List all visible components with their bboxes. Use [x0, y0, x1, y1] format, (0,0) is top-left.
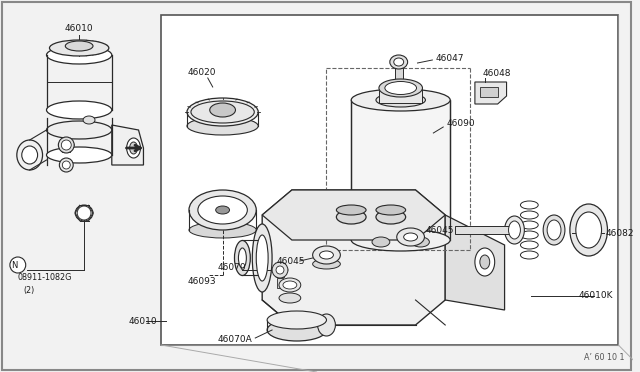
Ellipse shape [385, 81, 417, 94]
Polygon shape [262, 190, 445, 240]
Bar [161, 15, 618, 345]
Ellipse shape [313, 246, 340, 264]
Ellipse shape [376, 210, 406, 224]
Ellipse shape [83, 116, 95, 124]
Polygon shape [445, 215, 504, 310]
Ellipse shape [317, 314, 335, 336]
Text: 46093: 46093 [188, 278, 216, 286]
Ellipse shape [279, 278, 301, 292]
Ellipse shape [65, 41, 93, 51]
Ellipse shape [283, 281, 297, 289]
Ellipse shape [47, 101, 112, 119]
Ellipse shape [576, 212, 602, 248]
Text: 46048: 46048 [483, 68, 511, 77]
Circle shape [276, 266, 284, 274]
Ellipse shape [351, 229, 450, 251]
Text: 46047: 46047 [435, 54, 464, 62]
Ellipse shape [570, 204, 607, 256]
Ellipse shape [216, 206, 230, 214]
Text: 46010: 46010 [65, 23, 93, 32]
Circle shape [272, 262, 288, 278]
Bar [455, 226, 515, 234]
Polygon shape [475, 82, 507, 104]
Text: 46045: 46045 [426, 225, 454, 234]
Ellipse shape [47, 121, 112, 139]
Ellipse shape [187, 117, 258, 135]
Ellipse shape [22, 146, 38, 164]
Ellipse shape [547, 220, 561, 240]
Text: 46010: 46010 [129, 317, 157, 326]
Ellipse shape [75, 205, 93, 221]
Bar [277, 278, 283, 288]
Bar [379, 88, 422, 103]
Circle shape [62, 161, 70, 169]
Ellipse shape [127, 138, 141, 158]
Ellipse shape [404, 233, 417, 241]
Circle shape [61, 140, 71, 150]
Ellipse shape [337, 205, 366, 215]
Ellipse shape [337, 210, 366, 224]
Text: 46090: 46090 [446, 119, 475, 128]
Ellipse shape [394, 58, 404, 66]
Text: 08911-1082G: 08911-1082G [18, 273, 72, 282]
Ellipse shape [252, 224, 272, 292]
Ellipse shape [379, 79, 422, 97]
Ellipse shape [543, 215, 565, 245]
Polygon shape [112, 125, 143, 165]
Ellipse shape [376, 93, 426, 107]
Polygon shape [262, 190, 445, 325]
Ellipse shape [279, 293, 301, 303]
Text: 46045: 46045 [277, 257, 305, 266]
Bar [395, 68, 403, 80]
Ellipse shape [49, 40, 109, 56]
Ellipse shape [256, 235, 268, 281]
Text: (2): (2) [24, 286, 35, 295]
Circle shape [58, 137, 74, 153]
Circle shape [10, 257, 26, 273]
Circle shape [77, 206, 91, 220]
Ellipse shape [397, 228, 424, 246]
Ellipse shape [504, 216, 524, 244]
Circle shape [60, 158, 73, 172]
Bar [351, 100, 450, 240]
Ellipse shape [47, 46, 112, 64]
Ellipse shape [239, 248, 246, 268]
Ellipse shape [267, 319, 326, 341]
Ellipse shape [319, 251, 333, 259]
Text: 46070: 46070 [218, 263, 246, 273]
Ellipse shape [509, 221, 520, 239]
Ellipse shape [47, 147, 112, 163]
Text: 46020: 46020 [188, 67, 216, 77]
Ellipse shape [191, 101, 254, 123]
Ellipse shape [267, 311, 326, 329]
Ellipse shape [376, 205, 406, 215]
Ellipse shape [390, 55, 408, 69]
Ellipse shape [313, 259, 340, 269]
Ellipse shape [187, 98, 258, 126]
Ellipse shape [234, 241, 250, 276]
Text: N: N [11, 260, 17, 269]
Ellipse shape [189, 222, 256, 238]
Ellipse shape [210, 103, 236, 117]
Text: 46070A: 46070A [218, 336, 252, 344]
Ellipse shape [480, 255, 490, 269]
Ellipse shape [372, 237, 390, 247]
Ellipse shape [198, 196, 247, 224]
Text: 46082: 46082 [605, 228, 634, 237]
Text: A’ 60 10 1: A’ 60 10 1 [584, 353, 624, 362]
Ellipse shape [351, 89, 450, 111]
Ellipse shape [130, 142, 138, 154]
Ellipse shape [17, 140, 42, 170]
Ellipse shape [189, 190, 256, 230]
Bar [480, 87, 498, 97]
Ellipse shape [475, 248, 495, 276]
Text: 46010K: 46010K [579, 292, 613, 301]
Ellipse shape [412, 237, 429, 247]
